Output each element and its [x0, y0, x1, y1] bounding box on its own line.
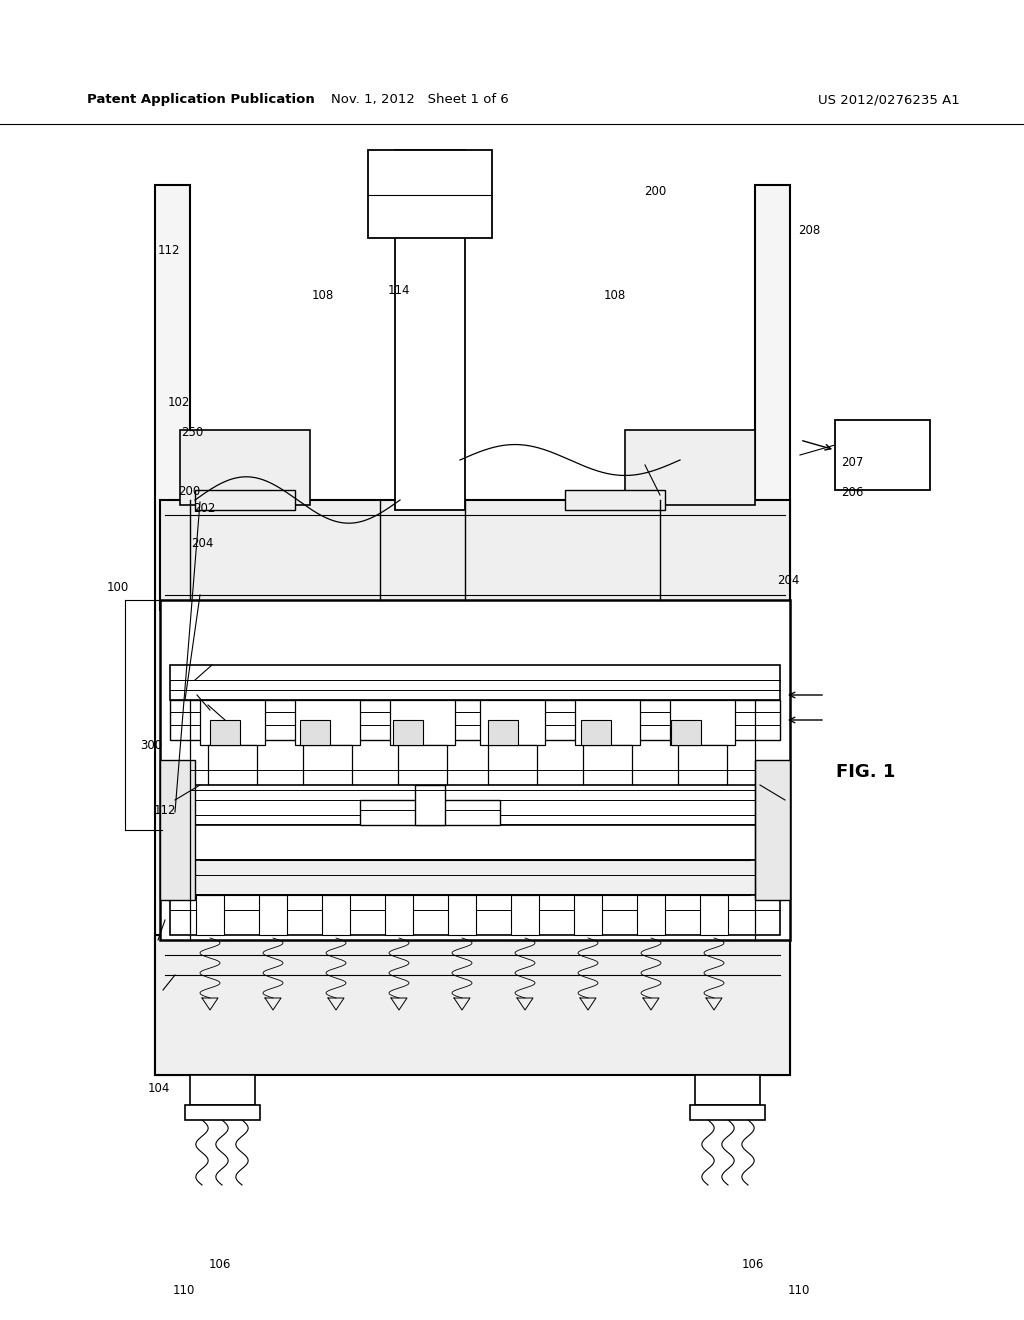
- Bar: [690, 1105, 765, 1119]
- Text: 112: 112: [158, 244, 180, 257]
- Bar: [488, 719, 518, 744]
- Bar: [190, 610, 290, 680]
- Text: 112: 112: [154, 804, 176, 817]
- Bar: [170, 861, 780, 895]
- Bar: [678, 744, 727, 785]
- Bar: [196, 895, 224, 935]
- Text: 200: 200: [644, 185, 667, 198]
- Text: 202: 202: [194, 502, 216, 515]
- Bar: [449, 895, 476, 935]
- Text: Nov. 1, 2012   Sheet 1 of 6: Nov. 1, 2012 Sheet 1 of 6: [331, 94, 509, 107]
- Bar: [170, 895, 780, 935]
- Bar: [295, 700, 360, 744]
- Bar: [155, 185, 190, 1074]
- Bar: [185, 1105, 260, 1119]
- Bar: [650, 610, 750, 680]
- Bar: [581, 719, 611, 744]
- Bar: [755, 185, 790, 1074]
- Bar: [208, 744, 257, 785]
- Text: 104: 104: [147, 1082, 170, 1096]
- Bar: [583, 744, 632, 785]
- Bar: [170, 700, 780, 741]
- Bar: [170, 785, 780, 825]
- Bar: [200, 700, 265, 744]
- Bar: [170, 825, 780, 861]
- Bar: [160, 500, 790, 610]
- Text: 108: 108: [603, 289, 626, 302]
- Bar: [700, 895, 728, 935]
- Text: 102: 102: [168, 396, 190, 409]
- Bar: [385, 895, 413, 935]
- Bar: [259, 895, 287, 935]
- Bar: [625, 430, 755, 506]
- Bar: [755, 760, 790, 900]
- Bar: [395, 150, 465, 510]
- Text: 207: 207: [841, 455, 863, 469]
- Bar: [695, 1074, 760, 1105]
- Bar: [480, 700, 545, 744]
- Text: 204: 204: [777, 574, 800, 587]
- Text: 206: 206: [841, 486, 863, 499]
- Text: 108: 108: [311, 289, 334, 302]
- Text: 208: 208: [798, 224, 820, 238]
- Bar: [210, 719, 240, 744]
- Bar: [195, 490, 295, 510]
- Text: FIG. 1: FIG. 1: [836, 763, 895, 781]
- Bar: [160, 601, 790, 940]
- Bar: [393, 719, 423, 744]
- Bar: [390, 700, 455, 744]
- Bar: [671, 719, 701, 744]
- Text: 110: 110: [173, 1284, 196, 1298]
- Bar: [360, 800, 500, 825]
- Bar: [488, 744, 537, 785]
- Bar: [398, 744, 447, 785]
- Text: 100: 100: [106, 581, 129, 594]
- Text: US 2012/0276235 A1: US 2012/0276235 A1: [818, 94, 961, 107]
- Text: 300: 300: [140, 739, 163, 752]
- Bar: [835, 420, 930, 490]
- Text: 106: 106: [741, 1258, 764, 1271]
- Bar: [415, 785, 445, 825]
- Bar: [160, 760, 195, 900]
- Bar: [637, 895, 665, 935]
- Bar: [155, 935, 790, 1074]
- Text: 106: 106: [209, 1258, 231, 1271]
- Bar: [565, 490, 665, 510]
- Text: Patent Application Publication: Patent Application Publication: [87, 94, 314, 107]
- Bar: [511, 895, 539, 935]
- Text: 204: 204: [191, 537, 214, 550]
- Text: 200: 200: [178, 484, 201, 498]
- Bar: [180, 430, 310, 506]
- Bar: [170, 665, 780, 700]
- Bar: [305, 610, 395, 680]
- Bar: [300, 719, 330, 744]
- Bar: [575, 700, 640, 744]
- Bar: [190, 1074, 255, 1105]
- Text: 114: 114: [388, 284, 411, 297]
- Bar: [303, 744, 352, 785]
- Bar: [574, 895, 602, 935]
- Bar: [540, 610, 635, 680]
- Bar: [368, 150, 492, 238]
- Bar: [322, 895, 350, 935]
- Text: 250: 250: [181, 426, 204, 440]
- Text: 110: 110: [787, 1284, 810, 1298]
- Bar: [670, 700, 735, 744]
